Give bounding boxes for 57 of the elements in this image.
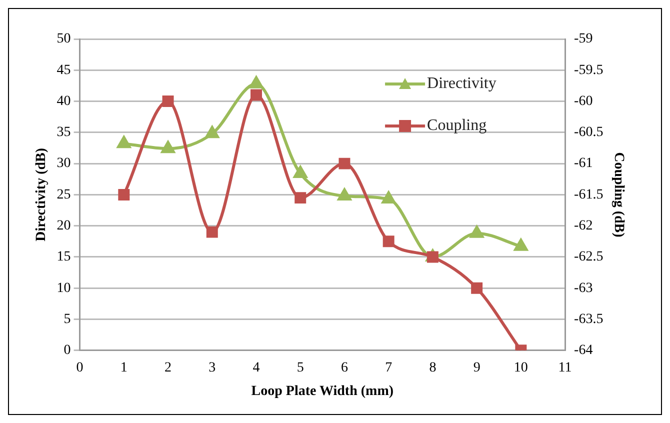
point <box>338 188 352 200</box>
point <box>471 282 483 294</box>
y-tick-label: 45 <box>56 62 71 78</box>
x-tick-label: 11 <box>558 360 572 376</box>
y2-tick-label: -62.5 <box>574 250 604 265</box>
x-tick-label: 10 <box>514 360 528 376</box>
y2-tick-label: -62 <box>574 218 593 234</box>
point <box>162 96 174 108</box>
x-tick-label: 8 <box>429 360 436 376</box>
y-tick-label: 50 <box>56 32 71 47</box>
x-tick-label: 6 <box>340 360 348 376</box>
y2-tick-label: -63 <box>574 280 593 296</box>
y-tick-label: 20 <box>56 218 71 234</box>
point <box>294 166 308 178</box>
point <box>382 192 396 204</box>
legend-label: Coupling <box>427 117 487 134</box>
y2-tick-label: -60.5 <box>574 125 604 140</box>
point <box>382 236 394 248</box>
y-tick-label: 30 <box>56 156 71 172</box>
legend-label: Directivity <box>427 75 496 92</box>
x-tick-label: 3 <box>208 360 216 376</box>
point <box>206 226 218 238</box>
y-tick-label: 25 <box>56 187 71 202</box>
y-tick-label: 0 <box>64 343 71 358</box>
y2-tick-label: -61.5 <box>574 187 604 202</box>
point <box>161 141 175 154</box>
x-tick-label: 0 <box>76 360 84 376</box>
point <box>294 192 306 204</box>
y2-tick-label: -61 <box>574 156 593 172</box>
point <box>117 136 131 148</box>
x-axis-title: Loop Plate Width (mm) <box>251 384 394 400</box>
point <box>205 126 219 138</box>
y2-tick-label: -64 <box>574 343 593 358</box>
y2-tick-label: -60 <box>574 94 593 109</box>
point <box>470 226 484 238</box>
y2-tick-label: -59.5 <box>574 62 604 78</box>
y2-axis-title: Coupling (dB) <box>610 152 626 238</box>
y-tick-label: 15 <box>56 250 71 265</box>
y2-tick-label: -59 <box>574 32 593 47</box>
y-axis-title: Directivity (dB) <box>34 148 50 242</box>
y-tick-label: 10 <box>56 280 71 296</box>
point <box>250 89 262 101</box>
x-tick-label: 5 <box>296 360 304 376</box>
x-tick-label: 1 <box>120 360 128 376</box>
x-tick-label: 4 <box>252 360 260 376</box>
y-tick-label: 5 <box>64 312 71 327</box>
point <box>426 251 438 263</box>
y2-tick-label: -63.5 <box>574 312 604 327</box>
x-tick-label: 2 <box>164 360 172 376</box>
point <box>514 238 528 251</box>
x-tick-label: 7 <box>385 360 392 376</box>
point <box>118 188 130 200</box>
point <box>338 158 350 170</box>
y-tick-label: 40 <box>56 94 71 109</box>
point <box>250 76 263 88</box>
y-tick-label: 35 <box>56 125 71 140</box>
x-tick-label: 9 <box>473 360 480 376</box>
